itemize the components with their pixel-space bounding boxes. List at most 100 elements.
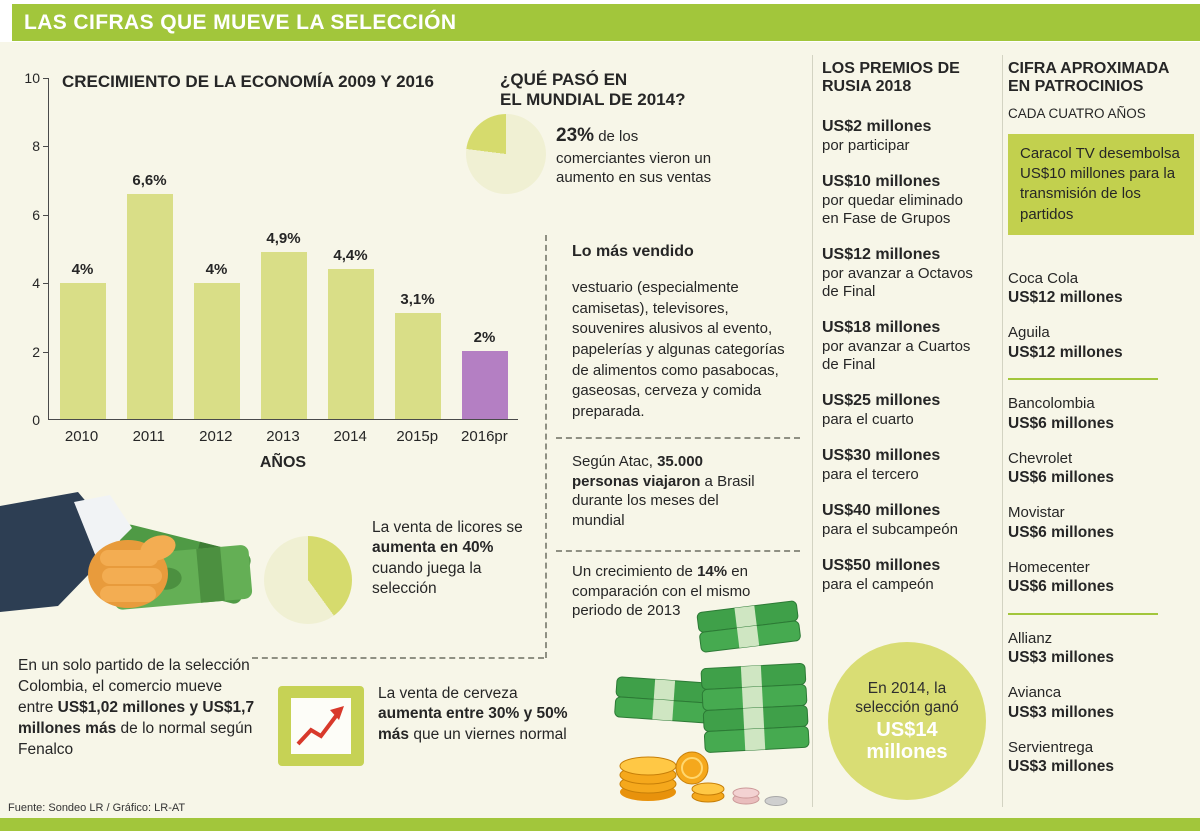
y-axis-tick-label: 10 (24, 70, 40, 86)
sponsor-item: Aguila US$12 millones (1008, 323, 1196, 363)
bar-2012: 4% (193, 78, 240, 419)
dashed-divider-vertical (545, 235, 547, 658)
sponsor-amount: US$3 millones (1008, 649, 1114, 667)
licores-pie (264, 536, 352, 624)
sponsor-item: Chevrolet US$6 millones (1008, 449, 1196, 489)
page-title: LAS CIFRAS QUE MUEVE LA SELECCIÓN (24, 10, 457, 34)
prize-amount: US$2 millones (822, 117, 932, 135)
cerveza-note: La venta de cerveza aumenta entre 30% y … (378, 685, 568, 743)
stat-percent: 23% (556, 125, 595, 146)
prize-item: US$12 millones por avanzar a Octavos de F… (822, 245, 974, 301)
bar-fill (260, 251, 307, 419)
x-axis-tick-label: 2016pr (461, 428, 508, 445)
licores-note: La venta de licores se aumenta en 40% cu… (372, 519, 523, 598)
caracol-highlight-box: Caracol TV desembolsa US$10 millones par… (1008, 133, 1194, 235)
bar-2016pr: 2% (461, 78, 508, 419)
sponsor-name: Bancolombia (1008, 395, 1095, 413)
sponsor-amount: US$6 millones (1008, 414, 1114, 432)
y-axis-tick-label: 2 (32, 344, 40, 360)
sponsor-item: Bancolombia US$6 millones (1008, 394, 1196, 434)
sponsor-amount: US$3 millones (1008, 703, 1114, 721)
sponsor-name: Aguila (1008, 324, 1050, 342)
y-axis-tick (43, 78, 48, 79)
dashed-divider (252, 657, 544, 659)
bar-2015p: 3,1% (394, 78, 441, 419)
bar-value-label: 4% (205, 260, 228, 278)
mundial-section-title: ¿QUÉ PASÓ EN EL MUNDIAL DE 2014? (500, 70, 686, 110)
footer-bar (0, 818, 1200, 831)
y-axis-tick-label: 4 (32, 275, 40, 291)
bar-fill (327, 268, 374, 419)
prize-amount: US$10 millones (822, 172, 941, 190)
prizes-title: LOS PREMIOS DE RUSIA 2018 (822, 60, 960, 96)
sponsor-item: Homecenter US$6 millones (1008, 558, 1196, 598)
x-axis-title: AÑOS (259, 454, 307, 471)
bar-value-label: 3,1% (400, 291, 435, 309)
mundial-pie (466, 114, 546, 194)
group-divider (1008, 378, 1158, 381)
y-axis-tick (43, 283, 48, 284)
prize-amount: US$12 millones (822, 245, 941, 263)
hand-money-illustration (0, 492, 268, 670)
prize-amount: US$40 millones (822, 501, 941, 519)
y-axis-tick-label: 6 (32, 207, 40, 223)
x-axis-tick-label: 2011 (132, 428, 165, 445)
bar-2013: 4,9% (260, 78, 307, 419)
x-axis-tick-label: 2013 (266, 428, 300, 445)
prize-item: US$30 millones para el tercero (822, 446, 974, 484)
dashed-divider (556, 437, 800, 439)
y-axis-tick-label: 8 (32, 138, 40, 154)
sponsor-amount: US$6 millones (1008, 523, 1114, 541)
column-separator (1002, 55, 1003, 807)
y-axis-tick (43, 146, 48, 147)
x-axis-tick-label: 2014 (333, 428, 367, 445)
prize-item: US$40 millones para el subcampeón (822, 501, 974, 539)
y-axis-tick (43, 352, 48, 353)
prize-amount: US$30 millones (822, 446, 941, 464)
sponsor-amount: US$12 millones (1008, 343, 1123, 361)
x-axis-tick-label: 2010 (64, 428, 99, 445)
prize-desc: para el campeón (822, 575, 934, 593)
bar-fill (126, 193, 173, 419)
bar-2011: 6,6% (126, 78, 173, 419)
prize-item: US$50 millones para el campeón (822, 556, 974, 594)
prize-desc: para el subcampeón (822, 520, 958, 538)
prize-item: US$10 millones por quedar eliminado en Fa… (822, 172, 974, 228)
sponsor-name: Homecenter (1008, 558, 1090, 576)
money-stack-illustration (604, 596, 828, 806)
y-axis-tick-label: 0 (32, 412, 40, 428)
chart-title: CRECIMIENTO DE LA ECONOMÍA 2009 Y 2016 (62, 72, 434, 91)
prize-desc: para el tercero (822, 465, 919, 483)
bar-value-label: 2% (473, 328, 496, 346)
bar-value-label: 6,6% (132, 171, 167, 189)
prize-amount: US$25 millones (822, 391, 941, 409)
y-axis-tick (43, 215, 48, 216)
sponsor-amount: US$12 millones (1008, 289, 1123, 307)
stat-rest: de los comerciantes vieron un aumento en… (556, 128, 712, 187)
bar-fill (59, 282, 106, 419)
bar-chart-plot: 4% 6,6% 4% 4,9% 4,4% 3,1% 2% (48, 78, 518, 420)
sponsor-item: Avianca US$3 millones (1008, 683, 1196, 723)
badge-text: En 2014, la selección ganó (855, 679, 959, 716)
sponsor-amount: US$3 millones (1008, 758, 1114, 776)
mundial-stat: 23% de los comerciantes vieron un aument… (556, 124, 724, 188)
sponsors-section: CIFRA APROXIMADA EN PATROCINIOS CADA CUA… (1008, 60, 1196, 793)
prize-item: US$2 millones por participar (822, 117, 974, 155)
fenalco-note: En un solo partido de la selección Colom… (18, 657, 255, 758)
sponsor-amount: US$6 millones (1008, 578, 1114, 596)
prize-desc: por participar (822, 136, 910, 154)
sponsor-name: Servientrega (1008, 738, 1094, 756)
sponsor-name: Avianca (1008, 684, 1062, 702)
x-axis-labels: 2010 2011 2012 2013 2014 2015p 2016pr (48, 428, 518, 445)
sponsor-name: Coca Cola (1008, 269, 1079, 287)
sponsor-item: Allianz US$3 millones (1008, 629, 1196, 669)
sponsor-item: Coca Cola US$12 millones (1008, 269, 1196, 309)
prize-desc: por quedar eliminado en Fase de Grupos (822, 191, 963, 227)
bar-fill (461, 350, 508, 419)
x-axis-tick-label: 2012 (199, 428, 233, 445)
prize-amount: US$50 millones (822, 556, 941, 574)
sponsor-item: Movistar US$6 millones (1008, 503, 1196, 543)
source-credit: Fuente: Sondeo LR / Gráfico: LR-AT (8, 802, 186, 814)
bar-2010: 4% (59, 78, 106, 419)
